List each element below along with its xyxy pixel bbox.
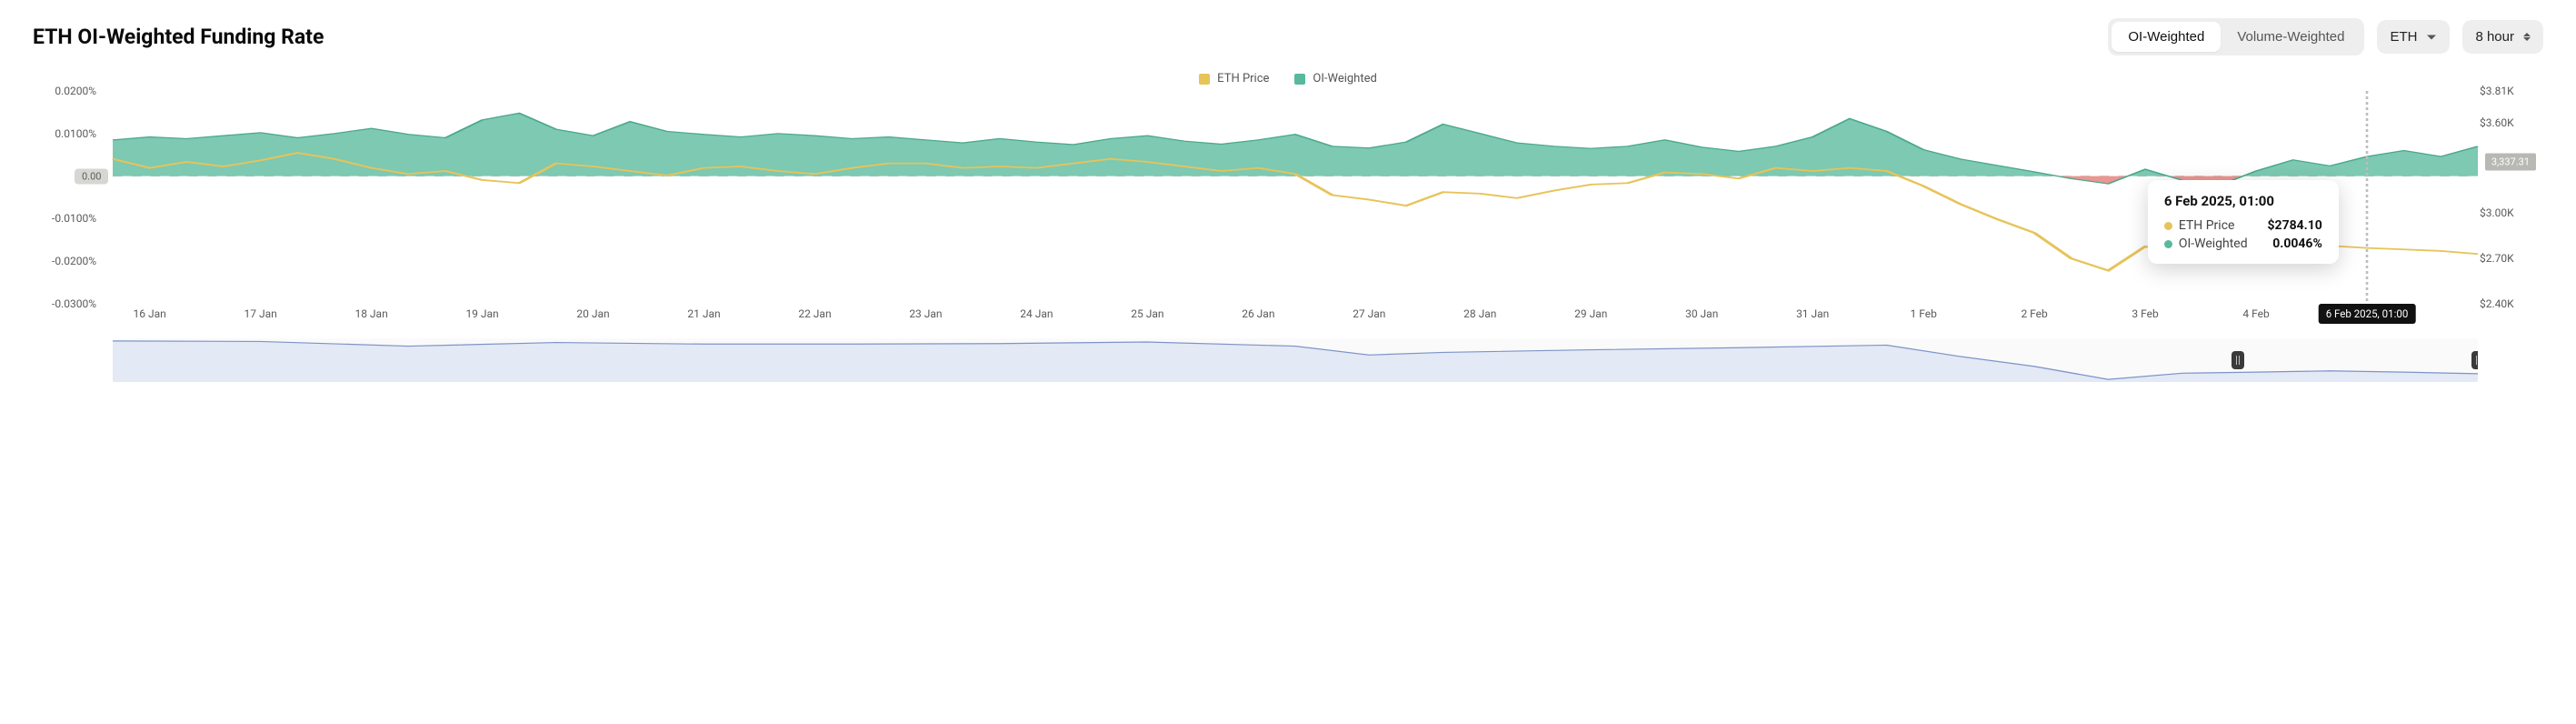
- tooltip-row: ETH Price $2784.10: [2164, 218, 2322, 233]
- navigator-handle-left[interactable]: [2232, 351, 2244, 369]
- swatch-oi-weighted: [1294, 74, 1305, 85]
- navigator-plot[interactable]: [113, 338, 2478, 382]
- seg-oi-weighted[interactable]: OI-Weighted: [2112, 22, 2221, 52]
- asset-dropdown[interactable]: ETH: [2377, 20, 2450, 54]
- y-axis-left: 0.0200%0.0100%0%-0.0100%-0.0200%-0.0300%: [33, 91, 105, 304]
- weighting-segment: OI-Weighted Volume-Weighted: [2108, 18, 2364, 55]
- swatch-eth-price: [1199, 74, 1210, 85]
- seg-volume-weighted[interactable]: Volume-Weighted: [2221, 22, 2361, 52]
- asset-dropdown-label: ETH: [2390, 29, 2417, 45]
- zero-badge: 0.00: [75, 168, 108, 184]
- tooltip-row-label: ETH Price: [2179, 218, 2235, 233]
- legend-oi-weighted[interactable]: OI-Weighted: [1294, 72, 1376, 85]
- dot-icon: [2164, 222, 2172, 230]
- tooltip-row: OI-Weighted 0.0046%: [2164, 236, 2322, 251]
- x-hover-badge: 6 Feb 2025, 01:00: [2319, 304, 2416, 324]
- tooltip-title: 6 Feb 2025, 01:00: [2164, 193, 2322, 209]
- tooltip-row-value: 0.0046%: [2272, 236, 2322, 251]
- chart-navigator: [33, 338, 2543, 382]
- sort-icon: [2523, 33, 2531, 41]
- controls: OI-Weighted Volume-Weighted ETH 8 hour: [2108, 18, 2543, 55]
- page-title: ETH OI-Weighted Funding Rate: [33, 25, 324, 49]
- chart: 0.0200%0.0100%0%-0.0100%-0.0200%-0.0300%…: [33, 91, 2543, 382]
- chevron-down-icon: [2426, 32, 2437, 43]
- navigator-handle-right[interactable]: [2471, 351, 2478, 369]
- interval-dropdown[interactable]: 8 hour: [2462, 20, 2543, 54]
- chart-plot[interactable]: 0.00 3,337.31 6 Feb 2025, 01:00 ETH Pric…: [113, 91, 2478, 304]
- x-axis: 16 Jan17 Jan18 Jan19 Jan20 Jan21 Jan22 J…: [113, 307, 2478, 322]
- chart-tooltip: 6 Feb 2025, 01:00 ETH Price $2784.10 OI-…: [2148, 180, 2339, 264]
- y-axis-right: $3.81K$3.60K$3.00K$2.70K$2.40K: [2471, 91, 2543, 304]
- legend-label: OI-Weighted: [1313, 72, 1376, 85]
- chart-main: 0.0200%0.0100%0%-0.0100%-0.0200%-0.0300%…: [33, 91, 2543, 318]
- legend-label: ETH Price: [1217, 72, 1269, 85]
- tooltip-row-label: OI-Weighted: [2179, 236, 2248, 251]
- legend-eth-price[interactable]: ETH Price: [1199, 72, 1269, 85]
- dot-icon: [2164, 240, 2172, 248]
- tooltip-row-value: $2784.10: [2268, 218, 2322, 233]
- interval-dropdown-label: 8 hour: [2475, 29, 2514, 45]
- chart-legend: ETH Price OI-Weighted: [33, 72, 2543, 85]
